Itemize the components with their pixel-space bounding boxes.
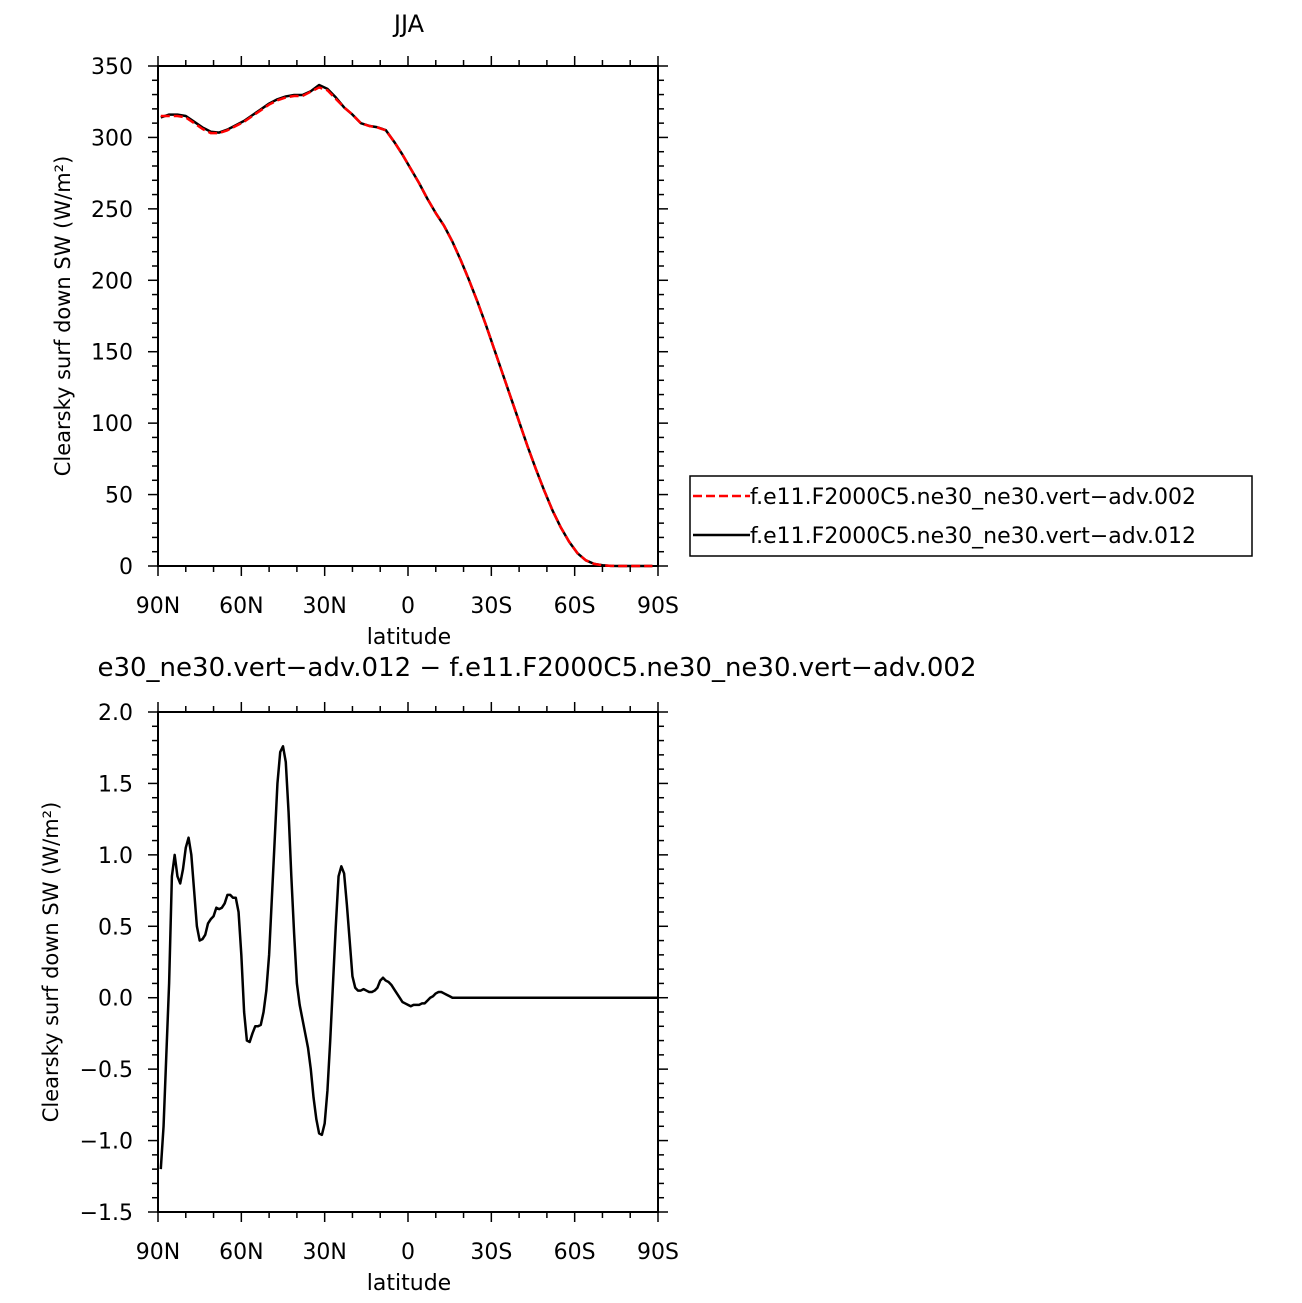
x-tick-label: 90S xyxy=(637,1240,679,1265)
x-tick-label: 90S xyxy=(637,594,679,619)
x-tick-label: 0 xyxy=(401,594,415,619)
y-tick-label: 1.5 xyxy=(98,772,133,797)
y-tick-label: 0 xyxy=(119,555,133,580)
x-tick-label: 90N xyxy=(136,594,180,619)
top-panel: JJA 90N 60N 30N 0 30S 60S 90S 0 50 100 150 200 250 30… xyxy=(51,10,679,650)
bottom-xlabel: latitude xyxy=(367,1271,451,1296)
y-tick-label: 250 xyxy=(91,198,133,223)
series-line-0 xyxy=(159,745,658,1170)
top-title: JJA xyxy=(392,10,425,38)
legend-label-002: f.e11.F2000C5.ne30_ne30.vert−adv.002 xyxy=(750,485,1196,510)
y-tick-label: 300 xyxy=(91,126,133,151)
x-tick-label: 0 xyxy=(401,1240,415,1265)
bottom-plot-area: 90N 60N 30N 0 30S 60S 90S −1.5 −1.0 −0.5 0.0 0.5 1.0… xyxy=(80,701,679,1265)
x-tick-label: 60N xyxy=(219,1240,263,1265)
series-line-0 xyxy=(160,86,653,568)
y-tick-label: 2.0 xyxy=(98,701,133,726)
x-tick-label: 30N xyxy=(302,1240,346,1265)
y-tick-label: 100 xyxy=(91,412,133,437)
y-tick-label: −0.5 xyxy=(80,1058,133,1083)
series-line-1 xyxy=(160,83,653,568)
x-tick-label: 60S xyxy=(554,594,596,619)
x-tick-label: 60S xyxy=(554,1240,596,1265)
top-plot-area: 90N 60N 30N 0 30S 60S 90S 0 50 100 150 200 250 300 350 xyxy=(91,55,679,619)
top-xlabel: latitude xyxy=(367,625,451,650)
bottom-title: e30_ne30.vert−adv.012 − f.e11.F2000C5.ne… xyxy=(97,653,976,683)
x-tick-label: 30N xyxy=(302,594,346,619)
plot-frame xyxy=(157,65,659,567)
y-tick-label: 150 xyxy=(91,341,133,366)
legend-label-012: f.e11.F2000C5.ne30_ne30.vert−adv.012 xyxy=(750,524,1196,549)
x-tick-label: 30S xyxy=(470,1240,512,1265)
x-tick-label: 30S xyxy=(470,594,512,619)
y-tick-label: 350 xyxy=(91,55,133,80)
top-ylabel: Clearsky surf down SW (W/m²) xyxy=(51,156,75,477)
y-tick-label: −1.5 xyxy=(80,1201,133,1226)
y-tick-label: 0.5 xyxy=(98,915,133,940)
plot-frame xyxy=(157,711,659,1213)
y-tick-label: 200 xyxy=(91,269,133,294)
x-tick-label: 90N xyxy=(136,1240,180,1265)
y-tick-label: 0.0 xyxy=(98,987,133,1012)
bottom-ylabel: Clearsky surf down SW (W/m²) xyxy=(39,802,63,1123)
y-tick-label: 50 xyxy=(105,484,133,509)
bottom-panel: e30_ne30.vert−adv.012 − f.e11.F2000C5.ne… xyxy=(39,653,977,1296)
y-tick-label: 1.0 xyxy=(98,844,133,869)
y-tick-label: −1.0 xyxy=(80,1130,133,1155)
x-tick-label: 60N xyxy=(219,594,263,619)
legend-box xyxy=(689,475,1253,557)
legend: f.e11.F2000C5.ne30_ne30.vert−adv.002 f.e… xyxy=(689,475,1253,557)
